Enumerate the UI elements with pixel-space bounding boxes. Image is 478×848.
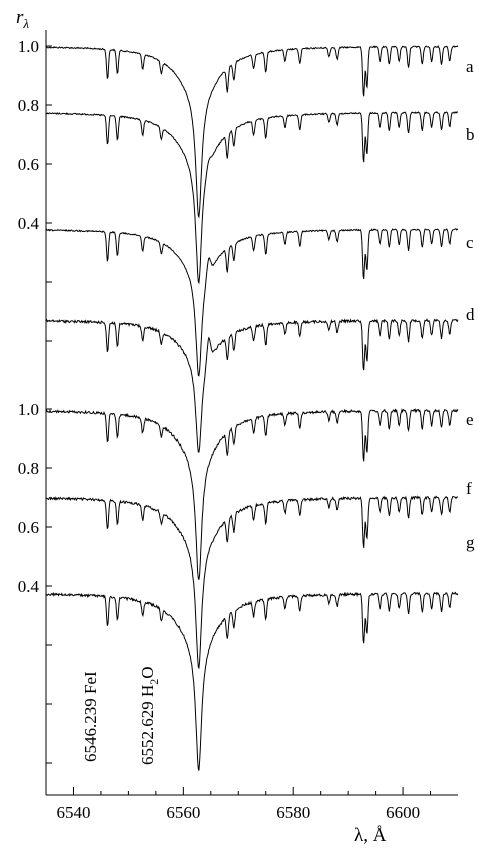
y-tick-label: 0.6 [18, 155, 39, 174]
x-tick-label: 6540 [56, 803, 90, 822]
y-ticks: 1.0 0.8 0.6 0.4 1.0 0.8 0.6 0.4 [18, 37, 52, 764]
y-tick-label: 0.8 [18, 96, 39, 115]
series-labels: a b c d e f g [466, 57, 475, 552]
y-tick-label: 1.0 [18, 37, 39, 56]
series-g-line [45, 591, 459, 771]
series-e-line [45, 408, 459, 580]
series-label-d: d [466, 305, 475, 324]
y-tick-label: 0.4 [18, 214, 40, 233]
y-tick-label: 0.6 [18, 518, 39, 537]
x-ticks: 6540 6560 6580 6600 [56, 787, 432, 822]
series-label-g: g [466, 533, 475, 552]
series-d-line [45, 318, 459, 453]
x-axis-label: λ, Å [354, 825, 387, 846]
series-label-b: b [466, 125, 475, 144]
annotation-h2o: 6552.629 H2O [138, 666, 161, 765]
x-tick-label: 6580 [276, 803, 310, 822]
series-a-line [45, 44, 459, 219]
series-f-line [45, 495, 459, 670]
y-tick-label: 1.0 [18, 400, 39, 419]
y-tick-label: 0.8 [18, 459, 39, 478]
series-label-a: a [466, 57, 474, 76]
line-annotations: 6546.239 FeI 6552.629 H2O [81, 666, 161, 765]
x-tick-label: 6600 [386, 803, 420, 822]
axes-frame [45, 30, 458, 796]
series-c-line [45, 228, 459, 377]
annotation-fei: 6546.239 FeI [81, 671, 100, 762]
series-label-c: c [466, 233, 474, 252]
series-label-e: e [466, 410, 474, 429]
series-label-f: f [466, 479, 472, 498]
x-tick-label: 6560 [166, 803, 200, 822]
series-b-line [46, 111, 459, 285]
y-axis-label: rλ [16, 7, 29, 31]
y-tick-label: 0.4 [18, 577, 40, 596]
spectral-curves [45, 44, 459, 771]
